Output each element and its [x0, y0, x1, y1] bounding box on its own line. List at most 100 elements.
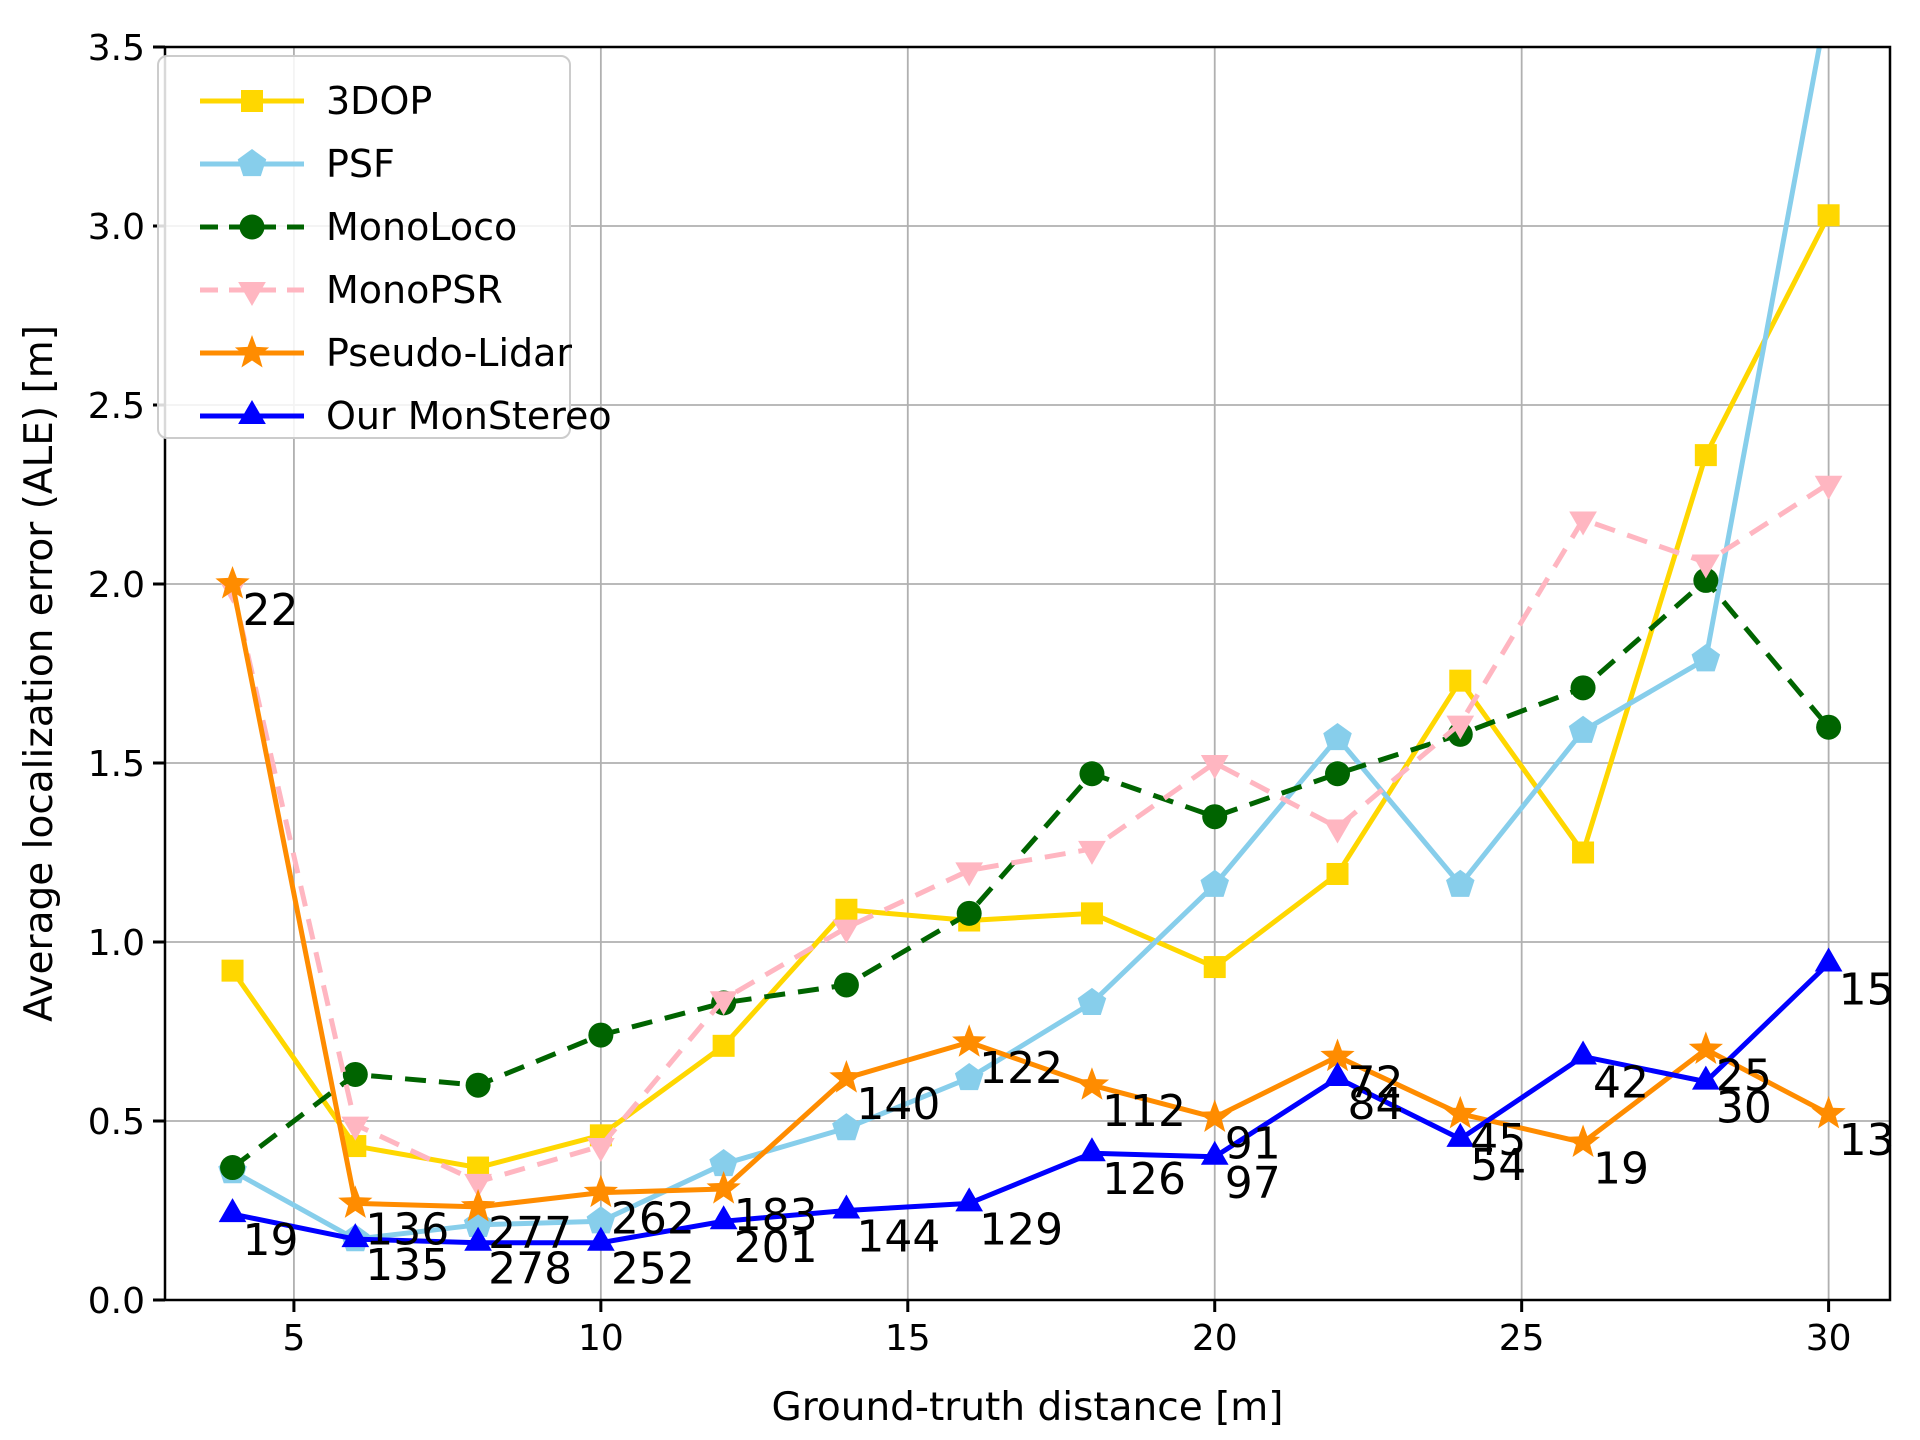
legend-entry-monoloco: MonoLoco [200, 205, 517, 249]
count-label-pseudo-lidar-x10: 262 [611, 1194, 695, 1245]
count-label-our-monstereo-x6: 135 [365, 1240, 449, 1291]
marker-pseudo-lidar-x30 [1811, 1095, 1846, 1129]
marker-our-monstereo-x16 [955, 1187, 984, 1212]
marker-psf-x22 [1323, 722, 1352, 751]
x-tick-label-30: 30 [1806, 1318, 1852, 1359]
marker-pseudo-lidar-x14 [829, 1060, 864, 1093]
legend: 3DOP PSF MonoLoco MonoPSR Pseudo-Lidar Our Mo… [157, 55, 612, 439]
count-label-pseudo-lidar-x4: 22 [243, 585, 299, 636]
marker-monopsr-x22 [1323, 819, 1352, 844]
marker-monoloco-x28 [1693, 567, 1719, 593]
axes-spines [163, 45, 1892, 1302]
marker-our-monstereo-x26 [1569, 1040, 1597, 1065]
marker-psf-x16 [954, 1063, 984, 1091]
series-markers-monoloco [220, 567, 1842, 1181]
x-tick-label-5: 5 [282, 1318, 305, 1359]
count-label-our-monstereo-x8: 278 [488, 1244, 572, 1295]
marker-psf-x18 [1077, 987, 1107, 1015]
series-line-our-monstereo [232, 961, 1831, 1246]
marker-pseudo-lidar-x28 [1688, 1031, 1723, 1064]
legend-marker-pseudo-lidar [234, 335, 270, 368]
count-label-our-monstereo-x24: 54 [1470, 1140, 1526, 1191]
count-label-pseudo-lidar-x14: 140 [856, 1079, 940, 1130]
series-our-monstereo [218, 947, 1843, 1251]
y-axis-label: Average localization error (ALE) [m] [17, 325, 62, 1022]
count-label-our-monstereo-x26: 42 [1593, 1058, 1649, 1109]
legend-label-3dop: 3DOP [326, 79, 432, 123]
marker-3dop-x18 [1080, 902, 1103, 925]
marker-our-monstereo-x4 [218, 1198, 247, 1223]
count-label-pseudo-lidar-x24: 45 [1470, 1115, 1526, 1166]
legend-label-pseudo-lidar: Pseudo-Lidar [326, 331, 572, 375]
marker-psf-x24 [1446, 869, 1475, 897]
y-tick-label-2.5: 2.5 [88, 386, 145, 427]
marker-monopsr-x8 [464, 1173, 492, 1198]
series-line-3dop [230, 214, 1831, 1171]
x-tick-label-25: 25 [1499, 1318, 1545, 1359]
marker-our-monstereo-x24 [1446, 1122, 1475, 1147]
marker-monopsr-x20 [1200, 755, 1229, 779]
count-label-pseudo-lidar-x26: 19 [1593, 1143, 1649, 1194]
marker-3dop-x8 [467, 1156, 490, 1179]
legend-entry-our-monstereo: Our MonStereo [200, 394, 612, 438]
y-tick-label-1.5: 1.5 [88, 744, 145, 785]
series-line-pseudo-lidar [230, 583, 1830, 1210]
count-labels-our-monstereo: 19 135 278 252 201 144 129 126 97 84 54 42 30 15 [243, 964, 1895, 1294]
marker-our-monstereo-x30 [1814, 947, 1843, 972]
marker-3dop-x28 [1694, 444, 1717, 467]
marker-pseudo-lidar-x22 [1320, 1038, 1355, 1072]
x-tick-label-20: 20 [1192, 1318, 1238, 1359]
marker-our-monstereo-x22 [1323, 1062, 1352, 1087]
marker-pseudo-lidar-x12 [706, 1171, 741, 1204]
count-label-our-monstereo-x30: 15 [1839, 964, 1895, 1015]
count-label-pseudo-lidar-x16: 122 [979, 1043, 1063, 1094]
legend-marker-monoloco [239, 214, 265, 240]
marker-monopsr-x14 [832, 919, 861, 944]
legend-marker-psf [237, 149, 267, 177]
marker-monopsr-x30 [1814, 475, 1843, 500]
marker-our-monstereo-x20 [1200, 1140, 1229, 1165]
series-markers-our-monstereo [218, 947, 1843, 1251]
marker-monoloco-x10 [588, 1022, 614, 1048]
marker-monopsr-x28 [1691, 554, 1720, 579]
legend-label-monoloco: MonoLoco [326, 205, 517, 249]
count-label-our-monstereo-x12: 201 [734, 1222, 818, 1273]
marker-psf-x20 [1200, 869, 1229, 897]
count-label-our-monstereo-x10: 252 [611, 1244, 695, 1295]
marker-3dop-x12 [712, 1034, 735, 1057]
legend-label-monopsr: MonoPSR [326, 268, 503, 312]
marker-psf-x26 [1568, 715, 1598, 743]
x-tick-label-15: 15 [885, 1318, 931, 1359]
legend-entry-psf: PSF [200, 142, 395, 186]
marker-pseudo-lidar-x8 [460, 1188, 496, 1222]
x-tick-label-10: 10 [578, 1318, 624, 1359]
y-tick-label-0.5: 0.5 [88, 1102, 145, 1143]
legend-entry-monopsr: MonoPSR [200, 268, 503, 312]
marker-pseudo-lidar-x16 [952, 1024, 987, 1057]
series-line-monoloco [231, 577, 1831, 1170]
marker-pseudo-lidar-x24 [1443, 1095, 1478, 1129]
legend-label-psf: PSF [326, 142, 395, 186]
y-tick-label-3: 3.0 [88, 207, 145, 248]
marker-monoloco-x16 [956, 900, 982, 926]
legend-marker-our-monstereo [238, 400, 266, 424]
marker-monoloco-x18 [1079, 761, 1105, 787]
marker-pseudo-lidar-x26 [1565, 1124, 1601, 1158]
marker-pseudo-lidar-x10 [583, 1174, 618, 1208]
marker-our-monstereo-x28 [1691, 1065, 1720, 1090]
marker-our-monstereo-x18 [1078, 1137, 1106, 1162]
marker-monoloco-x14 [833, 972, 859, 998]
count-label-pseudo-lidar-x20: 91 [1225, 1118, 1281, 1169]
marker-3dop-x14 [835, 898, 858, 921]
count-label-our-monstereo-x22: 84 [1348, 1079, 1404, 1130]
marker-monoloco-x4 [220, 1155, 246, 1181]
marker-our-monstereo-x6 [341, 1223, 370, 1248]
marker-3dop-x30 [1817, 204, 1840, 227]
series-line-psf [231, 47, 1822, 1242]
marker-monoloco-x6 [342, 1061, 368, 1087]
count-label-pseudo-lidar-x18: 112 [1102, 1086, 1186, 1137]
series-pseudo-lidar [215, 566, 1846, 1222]
marker-our-monstereo-x14 [832, 1194, 861, 1219]
count-label-our-monstereo-x18: 126 [1102, 1154, 1186, 1205]
